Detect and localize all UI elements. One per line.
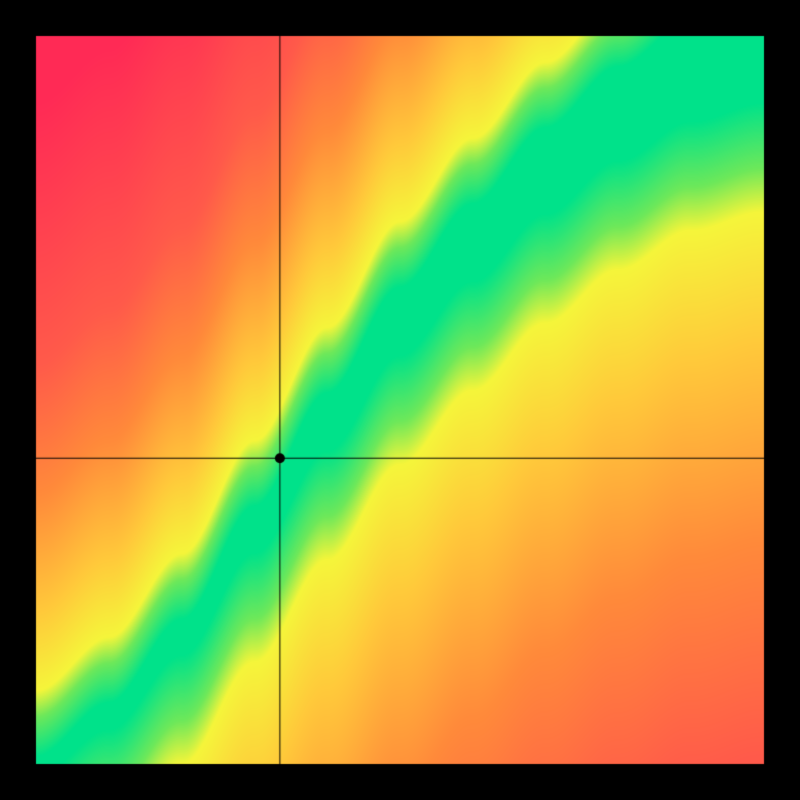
bottleneck-heatmap: [0, 0, 800, 800]
